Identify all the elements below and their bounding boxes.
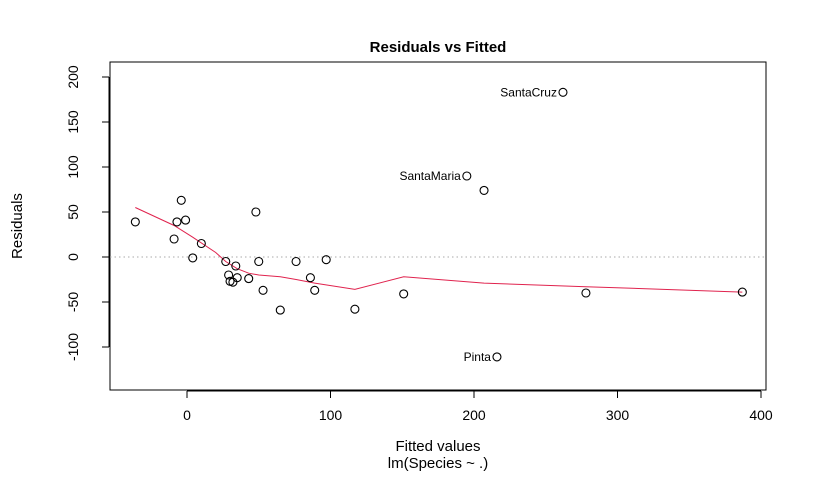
data-point — [737, 287, 747, 297]
data-point — [176, 195, 186, 205]
point-labels-group: SantaMaria Pinta SantaCruz — [399, 85, 557, 364]
x-tick-label: 400 — [749, 407, 773, 423]
data-point — [558, 87, 568, 97]
data-point — [169, 234, 179, 244]
smooth-line-group — [135, 207, 743, 293]
x-axis-label: Fitted values — [395, 438, 480, 455]
data-point — [581, 288, 591, 298]
data-point — [224, 270, 234, 280]
y-tick-label: 0 — [65, 253, 81, 261]
data-point — [305, 273, 315, 283]
data-point — [254, 256, 264, 267]
data-point — [310, 285, 320, 295]
data-point — [321, 255, 331, 265]
point-label: Pinta — [464, 350, 492, 364]
data-point — [244, 274, 254, 284]
y-tick-label: 100 — [65, 155, 81, 179]
chart-subtitle: lm(Species ~ .) — [388, 455, 488, 472]
y-tick-label: 200 — [65, 65, 81, 89]
y-tick-label: 150 — [65, 110, 81, 134]
data-point — [399, 289, 409, 299]
data-point — [181, 215, 191, 225]
y-tick-label: -100 — [65, 333, 81, 361]
smooth-line — [135, 207, 743, 293]
data-point — [196, 238, 206, 249]
data-point — [350, 304, 360, 314]
plot-frame — [109, 61, 767, 391]
y-tick-label: -50 — [65, 292, 81, 312]
data-point — [251, 207, 261, 217]
data-point — [462, 171, 472, 181]
x-tick-label: 300 — [606, 407, 630, 423]
x-tick-label: 100 — [319, 407, 343, 423]
data-point — [291, 256, 301, 267]
x-tick-label: 200 — [462, 407, 486, 423]
point-label: SantaCruz — [500, 85, 557, 99]
x-tick-label: 0 — [183, 407, 191, 423]
y-axis: -100 -50 0 50 100 150 200 — [65, 65, 110, 361]
chart-title: Residuals vs Fitted — [370, 39, 507, 56]
data-point — [275, 305, 285, 315]
points-group — [130, 87, 747, 362]
data-point — [479, 185, 489, 195]
data-point — [258, 285, 268, 295]
point-label: SantaMaria — [399, 169, 461, 183]
y-axis-label: Residuals — [9, 193, 26, 259]
data-point — [232, 273, 242, 283]
data-point — [130, 217, 140, 227]
data-point — [492, 352, 502, 362]
data-point — [231, 261, 241, 271]
data-point — [228, 277, 238, 287]
data-point — [221, 256, 231, 267]
x-axis: 0 100 200 300 400 — [183, 390, 773, 423]
data-point — [188, 253, 198, 263]
data-point — [172, 217, 182, 227]
y-tick-label: 50 — [65, 204, 81, 220]
